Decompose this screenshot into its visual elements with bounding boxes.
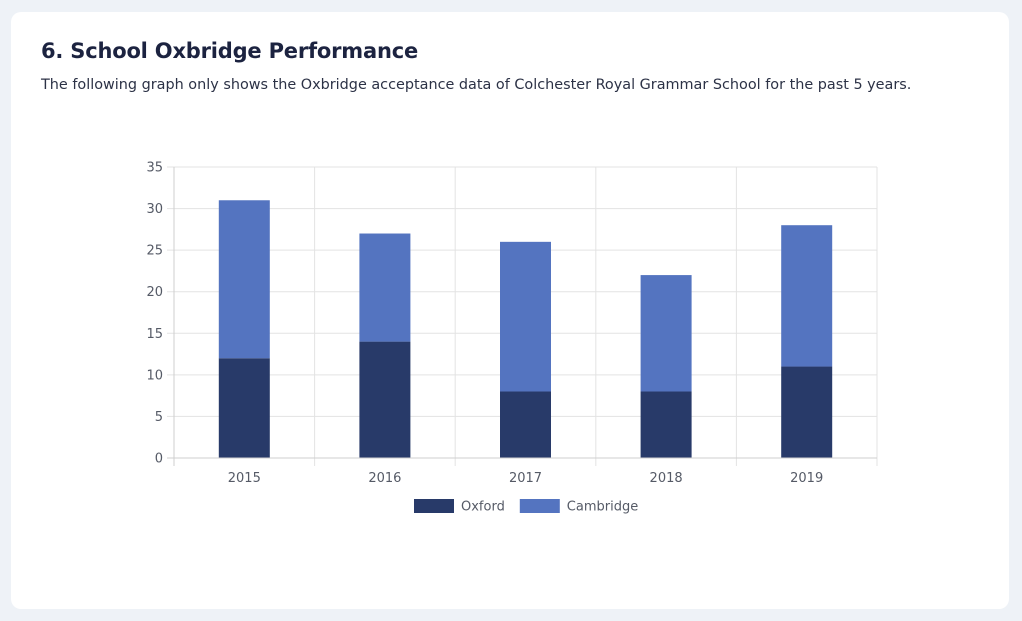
- section-title: 6. School Oxbridge Performance: [41, 39, 418, 63]
- section-description: The following graph only shows the Oxbri…: [41, 77, 912, 93]
- content-card: [11, 12, 1009, 609]
